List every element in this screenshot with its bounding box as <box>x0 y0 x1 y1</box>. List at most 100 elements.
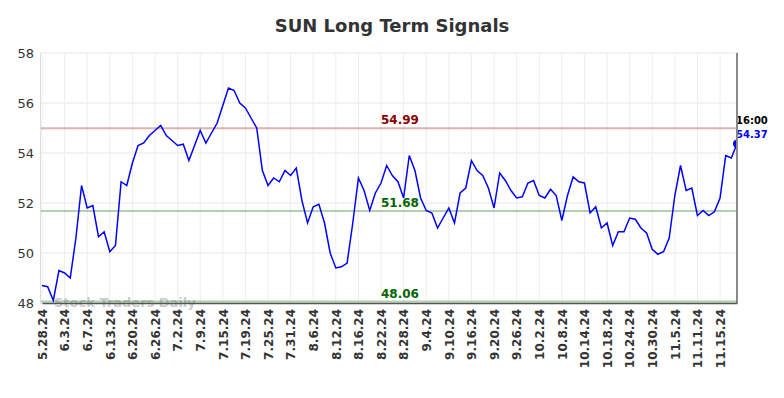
x-tick-label: 8.6.24 <box>307 309 321 352</box>
x-tick: 8.12.24 <box>330 303 344 360</box>
x-tick: 9.4.24 <box>420 303 434 352</box>
reference-line <box>40 127 737 129</box>
x-tick-label: 8.22.24 <box>375 309 389 360</box>
y-tick-label: 56 <box>17 96 34 111</box>
grid-line <box>448 53 449 303</box>
last-value-label: 54.37 <box>736 129 768 140</box>
x-tick-label: 6.26.24 <box>149 309 163 360</box>
x-tick-label: 7.9.24 <box>194 309 208 352</box>
x-tick: 9.10.24 <box>443 303 457 360</box>
x-tick-label: 6.3.24 <box>58 309 72 352</box>
x-tick-label: 7.25.24 <box>262 309 276 360</box>
title: SUN Long Term Signals <box>275 15 510 36</box>
grid-line <box>40 253 737 254</box>
x-tick: 10.14.24 <box>578 303 592 368</box>
x-tick-label: 8.28.24 <box>397 309 411 360</box>
x-tick: 7.2.24 <box>171 303 185 352</box>
grid-line <box>290 53 291 303</box>
grid-line <box>40 153 737 154</box>
y-axis: 485052545658 <box>17 46 40 311</box>
x-tick: 10.2.24 <box>533 303 547 360</box>
y-tick: 56 <box>17 96 40 111</box>
grid-line <box>313 53 314 303</box>
x-tick-label: 11.5.24 <box>669 309 683 360</box>
y-tick: 48 <box>17 296 40 311</box>
x-tick: 11.15.24 <box>714 303 728 368</box>
x-tick: 6.20.24 <box>126 303 140 360</box>
y-tick-label: 50 <box>17 246 34 261</box>
x-tick-label: 10.30.24 <box>646 309 660 368</box>
grid-line <box>720 53 721 303</box>
chart: SUN Long Term SignalsStock Traders Daily… <box>0 0 784 398</box>
y-tick: 54 <box>17 146 40 161</box>
x-tick: 6.7.24 <box>81 303 95 352</box>
x-tick-label: 8.16.24 <box>352 309 366 360</box>
x-tick: 6.13.24 <box>104 303 118 360</box>
x-tick: 9.16.24 <box>465 303 479 360</box>
grid-line <box>155 53 156 303</box>
reference-line <box>40 210 737 212</box>
x-tick: 5.28.24 <box>36 303 50 360</box>
grid-line <box>245 53 246 303</box>
x-tick: 10.24.24 <box>623 303 637 368</box>
price-line <box>42 88 737 301</box>
grid-line <box>200 53 201 303</box>
x-tick: 11.11.24 <box>691 303 705 368</box>
x-tick-label: 5.28.24 <box>36 309 50 360</box>
grid-line <box>539 53 540 303</box>
y-tick-label: 54 <box>17 146 34 161</box>
frame <box>736 53 738 303</box>
x-tick-label: 9.16.24 <box>465 309 479 360</box>
grid-line <box>132 53 133 303</box>
y-tick-label: 58 <box>17 46 34 61</box>
x-tick: 6.3.24 <box>58 303 72 352</box>
plot-area <box>40 88 738 302</box>
grid-line <box>381 53 382 303</box>
grid-line <box>109 53 110 303</box>
grid-line <box>403 53 404 303</box>
x-tick: 10.30.24 <box>646 303 660 368</box>
grid-line <box>87 53 88 303</box>
x-tick-label: 7.15.24 <box>217 309 231 360</box>
x-tick-label: 10.8.24 <box>556 309 570 360</box>
x-tick: 9.20.24 <box>488 303 502 360</box>
x-tick-label: 9.26.24 <box>510 309 524 360</box>
x-axis: 5.28.24 6.3.24 6.7.24 6.13.24 6.20.24 6.26.24… <box>36 303 738 368</box>
x-tick: 7.9.24 <box>194 303 208 352</box>
x-tick: 8.6.24 <box>307 303 321 352</box>
x-tick: 7.15.24 <box>217 303 231 360</box>
grid <box>40 53 737 303</box>
y-tick-label: 48 <box>17 296 34 311</box>
reference-label: 48.06 <box>381 287 419 301</box>
grid-line <box>561 53 562 303</box>
grid-line <box>607 53 608 303</box>
time-label: 16:00 <box>736 115 768 126</box>
x-tick-label: 7.2.24 <box>171 309 185 352</box>
x-axis-line <box>43 303 738 305</box>
x-tick-label: 9.4.24 <box>420 309 434 352</box>
x-tick: 8.16.24 <box>352 303 366 360</box>
y-axis-line <box>40 54 41 304</box>
x-tick: 11.5.24 <box>669 303 683 360</box>
grid-line <box>268 53 269 303</box>
x-tick: 8.22.24 <box>375 303 389 360</box>
grid-line <box>471 53 472 303</box>
grid-line <box>426 53 427 303</box>
grid-line <box>629 53 630 303</box>
x-tick: 10.18.24 <box>601 303 615 368</box>
y-tick: 58 <box>17 46 40 61</box>
x-tick-label: 11.15.24 <box>714 309 728 368</box>
reference-label: 51.68 <box>381 196 419 210</box>
grid-line <box>674 53 675 303</box>
grid-line <box>697 53 698 303</box>
x-tick-label: 10.14.24 <box>578 309 592 368</box>
x-tick: 9.26.24 <box>510 303 524 360</box>
x-tick-label: 10.2.24 <box>533 309 547 360</box>
grid-line <box>177 53 178 303</box>
grid-line <box>516 53 517 303</box>
x-tick-label: 10.24.24 <box>623 309 637 368</box>
grid-line <box>42 53 43 303</box>
x-tick-label: 9.20.24 <box>488 309 502 360</box>
y-tick: 50 <box>17 246 40 261</box>
labels: 54.9951.6848.0616:0054.37 <box>381 113 768 300</box>
